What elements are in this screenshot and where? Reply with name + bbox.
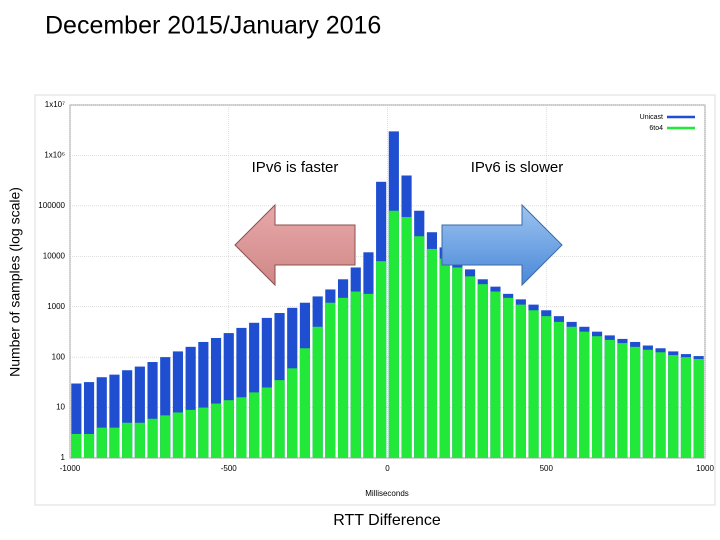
legend-label: Unicast — [640, 114, 663, 121]
bar — [680, 357, 692, 458]
bar — [541, 316, 552, 458]
bar — [299, 348, 311, 458]
bar — [147, 362, 158, 458]
bar — [147, 418, 158, 458]
bar — [591, 336, 603, 458]
bar — [668, 355, 679, 458]
bar — [337, 297, 349, 458]
bar — [185, 346, 196, 458]
bar — [553, 321, 565, 458]
bar — [261, 387, 272, 458]
bar — [655, 352, 666, 458]
bar — [414, 236, 425, 458]
bar — [630, 346, 641, 458]
bar — [464, 276, 476, 458]
x-tick-label: -500 — [221, 464, 238, 473]
bar — [210, 403, 222, 458]
y-tick-label: 100000 — [38, 201, 65, 210]
bar — [426, 248, 438, 458]
bar — [503, 297, 514, 458]
y-tick-label: 1 — [61, 453, 66, 462]
x-axis-title: Milliseconds — [365, 489, 409, 498]
y-axis-title: Number of samples (log scale) — [7, 187, 23, 377]
bar — [376, 261, 387, 458]
bar — [223, 400, 234, 458]
bar — [439, 258, 450, 458]
bar — [185, 409, 196, 458]
y-tick-label: 10000 — [43, 251, 66, 260]
bar — [122, 422, 133, 458]
bar — [96, 427, 107, 458]
bar — [249, 322, 260, 458]
bar — [452, 267, 463, 458]
bar — [223, 333, 234, 458]
bar — [122, 370, 133, 458]
y-tick-label: 1000 — [47, 302, 65, 311]
x-caption: RTT Difference — [333, 512, 441, 529]
bar — [134, 366, 145, 458]
bar — [363, 293, 374, 458]
annotation: IPv6 is faster — [252, 159, 339, 176]
bar — [490, 291, 501, 458]
x-tick-label: 0 — [385, 464, 390, 473]
bar — [83, 433, 95, 458]
bar — [160, 357, 171, 458]
bar — [109, 374, 120, 458]
bar — [236, 327, 247, 458]
slide-title: December 2015/January 2016 — [45, 12, 381, 40]
legend-label: 6to4 — [649, 125, 663, 132]
bar — [210, 337, 222, 458]
bar — [96, 377, 107, 458]
bar — [604, 339, 615, 458]
bar — [350, 291, 361, 458]
bar — [236, 397, 247, 458]
bar — [325, 302, 336, 458]
bar — [617, 343, 628, 458]
bar — [388, 210, 399, 458]
bar — [528, 310, 539, 458]
bar — [515, 304, 526, 458]
bar — [477, 284, 488, 458]
bar — [579, 331, 590, 458]
bar — [642, 349, 653, 458]
y-tick-label: 100 — [52, 352, 66, 361]
bar — [71, 383, 82, 458]
bar — [274, 380, 285, 458]
bar — [249, 392, 260, 458]
y-tick-label: 1x10⁶ — [44, 151, 65, 160]
arrow-left — [234, 203, 356, 287]
bar — [109, 427, 120, 458]
bar — [172, 412, 184, 458]
bar — [134, 422, 145, 458]
y-tick-label: 10 — [56, 403, 65, 412]
x-tick-label: -1000 — [60, 464, 81, 473]
x-tick-label: 500 — [540, 464, 554, 473]
bar — [566, 326, 577, 458]
annotation: IPv6 is slower — [471, 159, 564, 176]
bar — [198, 341, 209, 458]
bar — [83, 382, 95, 458]
bar — [401, 217, 412, 458]
bar — [693, 358, 704, 458]
arrow-right — [441, 203, 563, 287]
bar — [172, 351, 184, 458]
x-tick-label: 1000 — [696, 464, 714, 473]
bar — [287, 368, 298, 458]
bar — [312, 326, 323, 458]
bar — [198, 407, 209, 458]
bar — [71, 433, 82, 458]
y-tick-label: 1x10⁷ — [45, 100, 65, 109]
bar — [160, 415, 171, 458]
